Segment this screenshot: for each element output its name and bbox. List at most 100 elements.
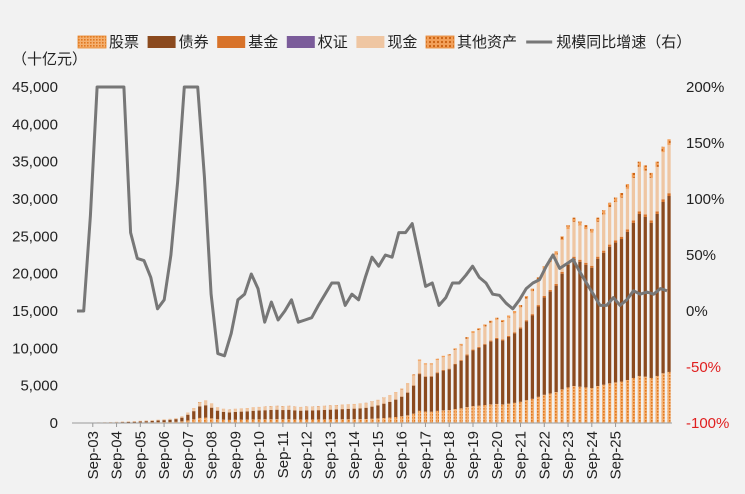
- x-tick-label: Sep-16: [394, 431, 411, 479]
- bar-segment: [275, 409, 279, 420]
- legend-item: 债券: [147, 34, 209, 51]
- bar-segment: [138, 421, 142, 423]
- bar-segment: [435, 358, 439, 361]
- bar-segment: [560, 240, 564, 272]
- bar-segment: [215, 410, 220, 420]
- x-tick-label: Sep-13: [322, 431, 339, 479]
- bar-segment: [477, 330, 481, 347]
- y-left-tick-label: 45,000: [12, 79, 58, 96]
- legend-item: 基金: [217, 34, 278, 51]
- bar-segment: [251, 419, 255, 423]
- bar-segment: [382, 403, 386, 419]
- bar-segment: [465, 355, 469, 408]
- bar-segment: [406, 415, 410, 423]
- bar-segment: [168, 418, 172, 420]
- bar-segment: [358, 419, 362, 423]
- bar-segment: [453, 363, 457, 365]
- bar-segment: [281, 410, 285, 420]
- bar-segment: [174, 418, 178, 420]
- bar-segment: [251, 410, 255, 420]
- bar-segment: [489, 322, 493, 341]
- bar-segment: [578, 221, 582, 226]
- bar-segment: [411, 374, 416, 376]
- bar-segment: [198, 406, 202, 418]
- bar-segment: [619, 381, 624, 423]
- bar-segment: [346, 408, 350, 420]
- bar-segment: [596, 256, 600, 259]
- bar-segment: [209, 403, 214, 408]
- bar-segment: [483, 324, 487, 327]
- legend-swatch: [147, 36, 176, 48]
- bar-segment: [394, 392, 398, 400]
- bar-segment: [667, 196, 671, 372]
- bar-segment: [245, 408, 249, 412]
- bar-segment: [186, 420, 190, 423]
- bar-segment: [655, 213, 659, 376]
- y-left-tick-label: 30,000: [12, 191, 58, 208]
- bar-segment: [637, 161, 641, 167]
- bar-segment: [239, 408, 243, 412]
- bar-segment: [334, 419, 338, 423]
- bar-segment: [613, 382, 618, 423]
- bar-segment: [447, 369, 451, 411]
- bar-segment: [631, 220, 636, 223]
- bar-segment: [667, 144, 671, 194]
- bar-segment: [489, 320, 493, 323]
- bar-segment: [209, 407, 214, 419]
- legend-item: 规模同比增速（右）: [526, 34, 691, 51]
- bar-segment: [287, 419, 291, 423]
- bar-segment: [382, 398, 386, 404]
- bar-segment: [631, 177, 636, 221]
- bar-segment: [619, 197, 624, 237]
- x-tick-label: Sep-23: [560, 431, 577, 479]
- bar-segment: [471, 349, 475, 351]
- legend-label: 规模同比增速（右）: [556, 34, 691, 51]
- legend-swatch: [425, 35, 455, 49]
- bar-segment: [554, 251, 558, 255]
- bar-segment: [245, 411, 249, 420]
- y-left-tick-label: 5,000: [20, 378, 58, 395]
- bar-segment: [530, 288, 535, 292]
- bar-segment: [607, 202, 612, 208]
- bar-segment: [542, 269, 546, 296]
- x-tick-label: Sep-07: [180, 431, 197, 479]
- bar-segment: [578, 386, 582, 423]
- y-left-tick-label: 25,000: [12, 228, 58, 245]
- bar-segment: [394, 399, 398, 418]
- bar-segment: [631, 377, 636, 423]
- y-left-tick-label: 0: [50, 415, 58, 432]
- bar-segment: [340, 419, 344, 423]
- bar-segment: [530, 314, 535, 316]
- x-tick-label: Sep-10: [251, 431, 268, 479]
- legend-item: 其他资产: [425, 34, 517, 51]
- bar-segment: [542, 295, 546, 298]
- bar-segment: [590, 267, 594, 389]
- bar-segment: [572, 258, 576, 387]
- bar-segment: [607, 207, 612, 245]
- bar-segment: [233, 409, 237, 412]
- bar-segment: [423, 363, 428, 365]
- bar-segment: [631, 172, 636, 178]
- bar-segment: [507, 317, 511, 336]
- bar-segment: [281, 419, 285, 423]
- bar-segment: [435, 360, 439, 373]
- bar-segment: [578, 225, 582, 260]
- bar-segment: [144, 421, 148, 423]
- legend-label: 权证: [318, 34, 348, 51]
- bar-segment: [501, 319, 505, 323]
- bar-segment: [429, 376, 434, 412]
- bar-segment: [382, 418, 386, 423]
- bar-segment: [269, 410, 273, 420]
- bar-segment: [453, 349, 457, 364]
- legend-label: 基金: [248, 34, 278, 51]
- bar-segment: [495, 319, 499, 338]
- bar-segment: [477, 405, 481, 423]
- bar-segment: [144, 420, 148, 422]
- bar-segment: [376, 400, 380, 406]
- bar-segment: [215, 407, 220, 411]
- bar-segment: [590, 388, 594, 423]
- bar-segment: [507, 336, 511, 404]
- bar-segment: [388, 395, 392, 396]
- bar-segment: [554, 285, 558, 393]
- bar-segment: [275, 406, 279, 410]
